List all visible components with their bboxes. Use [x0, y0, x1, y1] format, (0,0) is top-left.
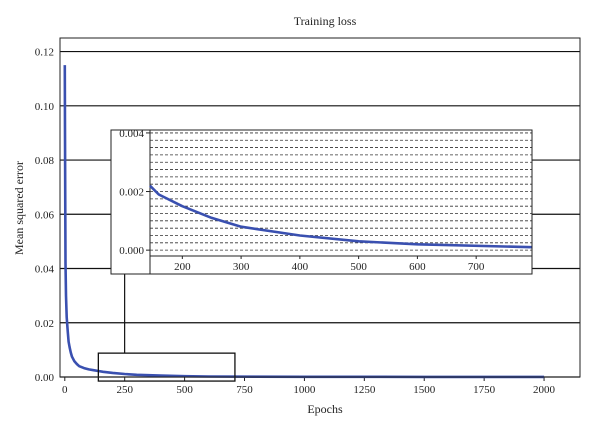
y-tick-label: 0.12: [35, 47, 54, 59]
inset-y-tick-label: 0.000: [119, 245, 144, 257]
y-axis-label: Mean squared error: [12, 161, 26, 255]
inset-x-tick-label: 300: [233, 261, 250, 273]
x-tick-labels: 0 250 500 750 1000 1250 1500 1750 2000: [62, 377, 556, 396]
x-tick-label: 0: [62, 384, 68, 396]
inset-plot: 0.000 0.002 0.004 200 300 400 500 600 700: [110, 128, 533, 275]
y-tick-label: 0.00: [35, 372, 55, 384]
inset-x-tick-label: 500: [350, 261, 367, 273]
x-tick-label: 250: [116, 384, 133, 396]
x-axis-label: Epochs: [307, 402, 343, 416]
y-tick-label: 0.10: [35, 101, 55, 113]
x-tick-label: 1000: [293, 384, 316, 396]
inset-loss-line: [149, 184, 533, 249]
inset-x-tick-labels: 200 300 400 500 600 700: [174, 256, 485, 273]
x-tick-label: 1250: [353, 384, 376, 396]
inset-x-tick-label: 700: [468, 261, 485, 273]
inset-plot-frame: [110, 129, 533, 275]
zoom-indicator: [97, 274, 236, 382]
x-tick-label: 1750: [473, 384, 496, 396]
inset-x-tick-label: 400: [292, 261, 309, 273]
inset-plot-series: [149, 184, 533, 249]
y-tick-label: 0.06: [35, 209, 55, 221]
x-tick-label: 750: [236, 384, 253, 396]
x-tick-label: 500: [176, 384, 193, 396]
main-plot-frame: [59, 37, 581, 378]
zoom-box: [97, 352, 236, 382]
x-tick-label: 2000: [533, 384, 556, 396]
inset-x-tick-label: 200: [174, 261, 191, 273]
y-tick-label: 0.02: [35, 318, 54, 330]
chart-title: Training loss: [294, 14, 357, 28]
inset-y-tick-label: 0.004: [119, 128, 144, 140]
inset-x-tick-label: 600: [409, 261, 426, 273]
inset-y-tick-labels: 0.000 0.002 0.004: [119, 128, 150, 257]
inset-y-tick-label: 0.002: [119, 187, 144, 199]
y-tick-labels: 0.00 0.02 0.04 0.06 0.08 0.10 0.12: [35, 47, 55, 384]
y-tick-label: 0.04: [35, 264, 55, 276]
x-tick-label: 1500: [413, 384, 436, 396]
y-tick-label: 0.08: [35, 155, 55, 167]
